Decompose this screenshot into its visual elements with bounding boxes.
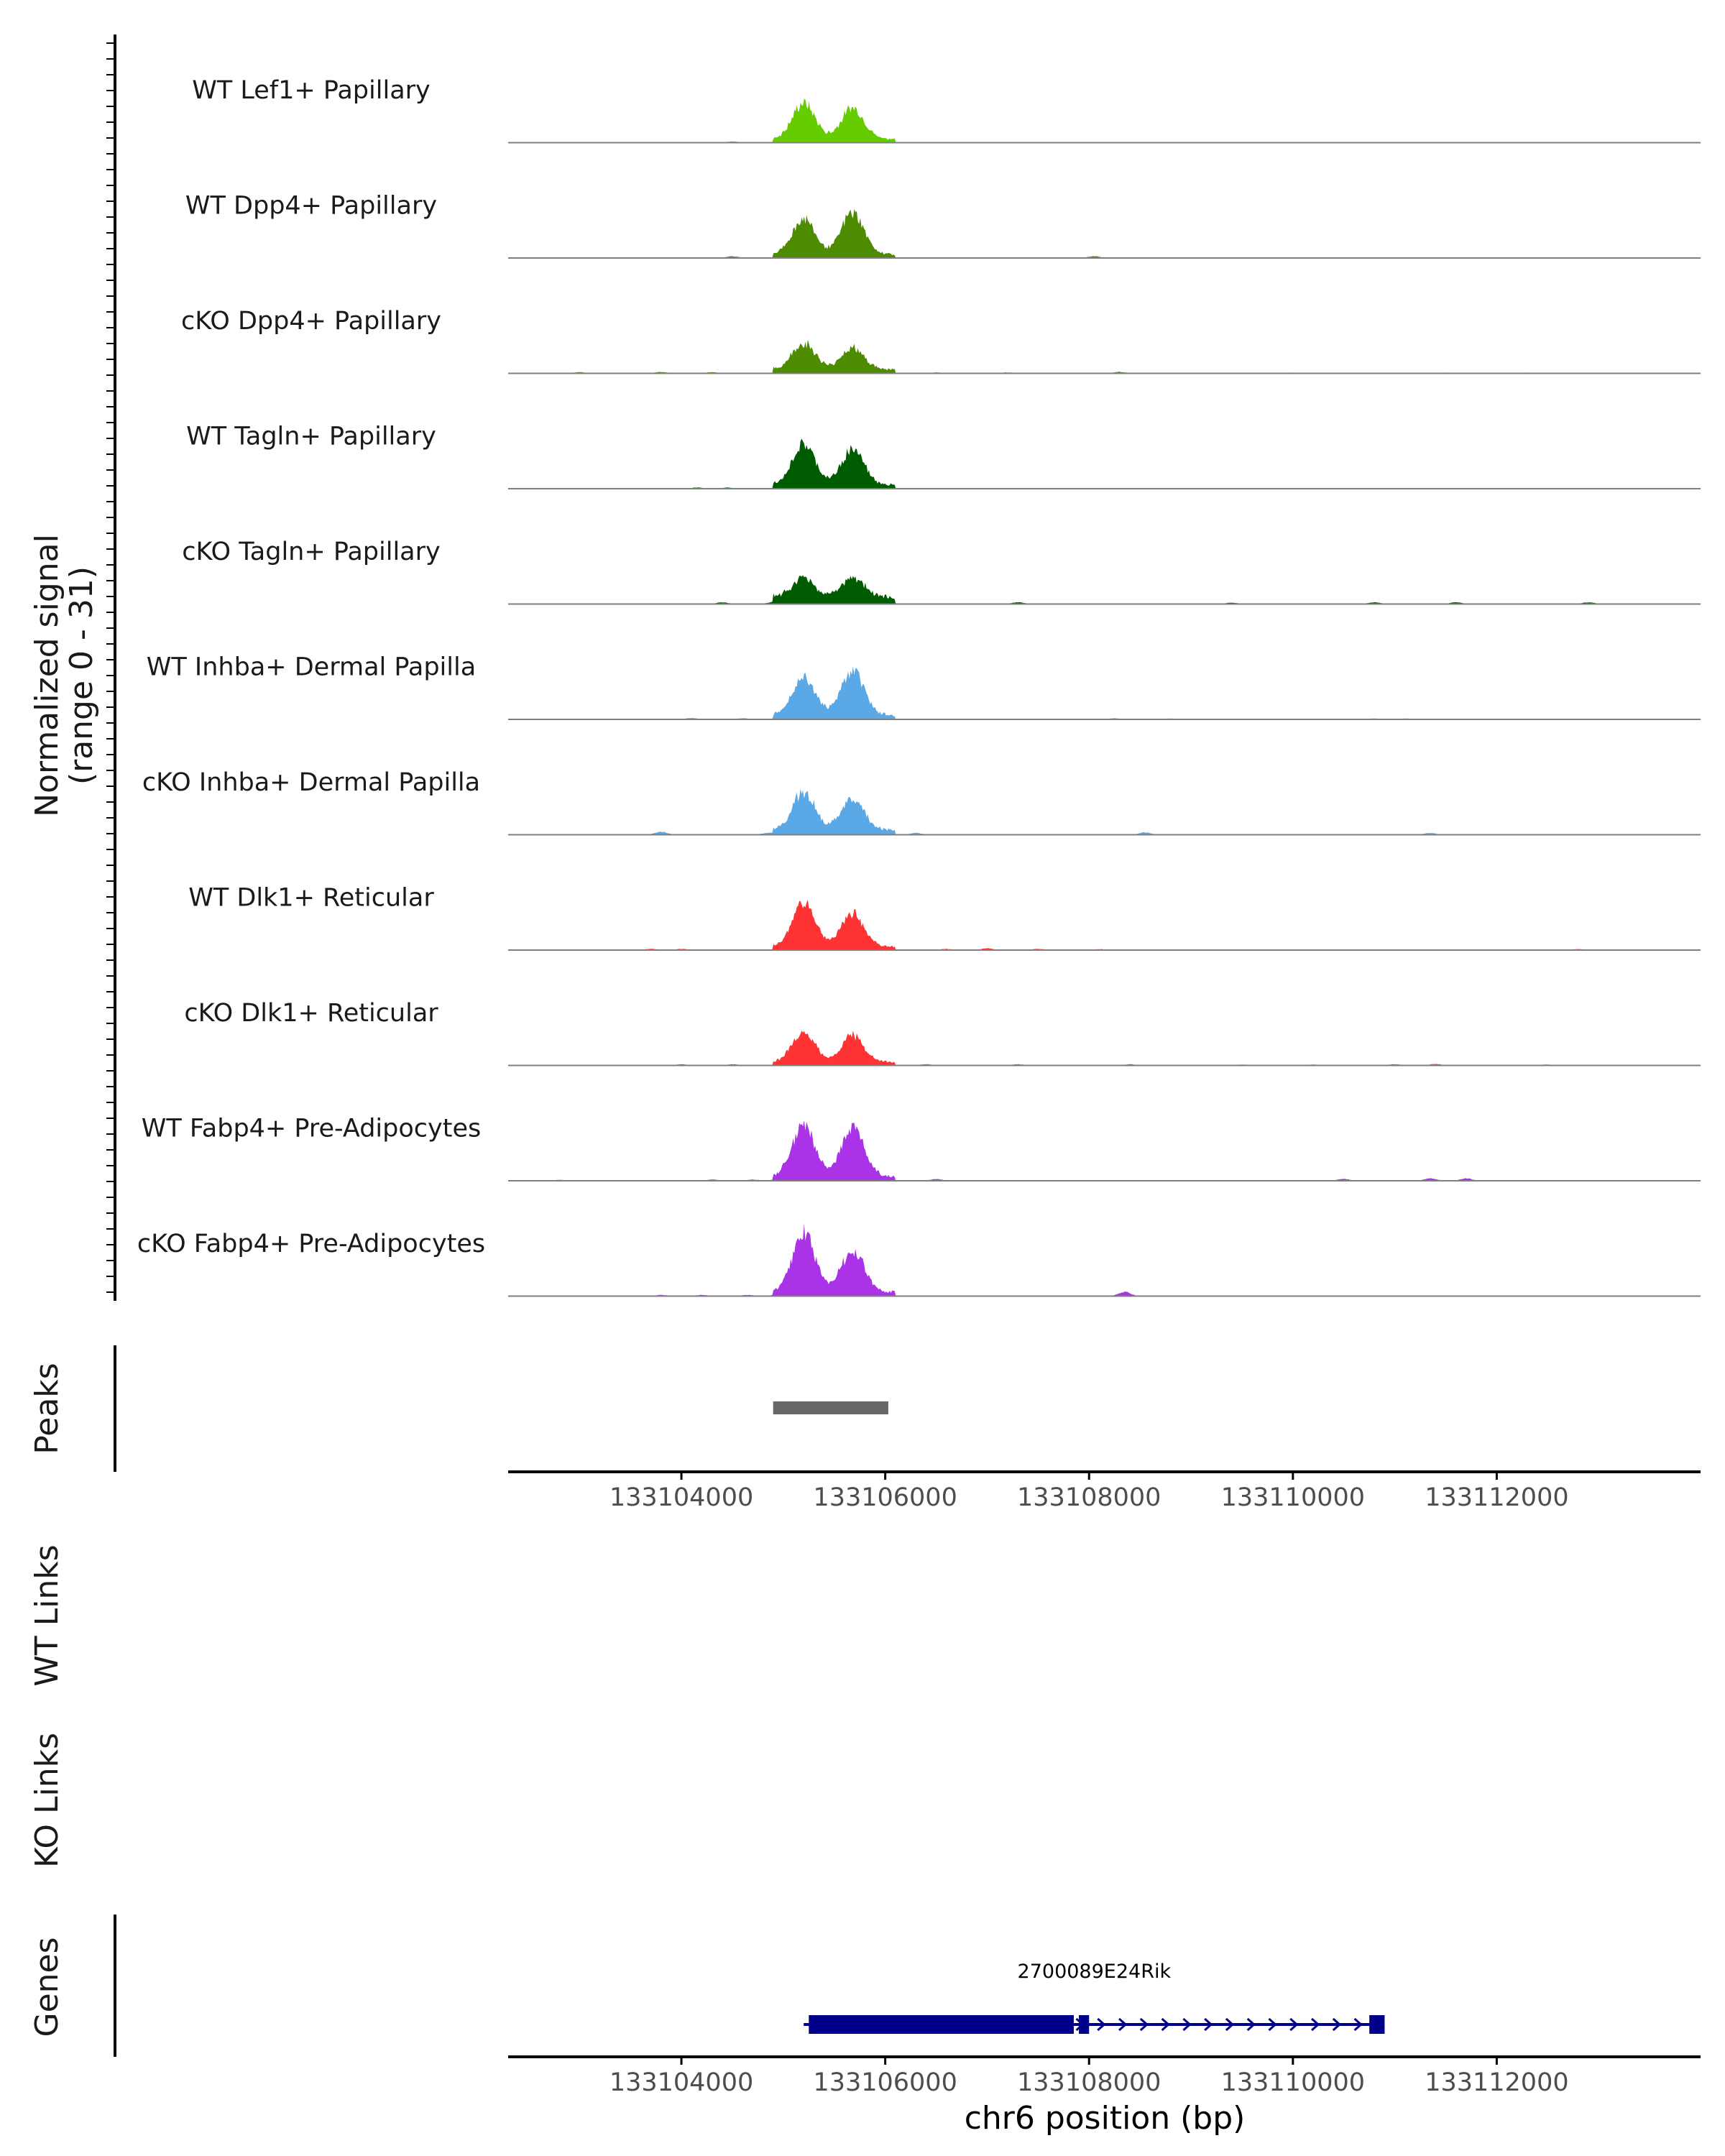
gene-exon [809, 2015, 1074, 2034]
track-label: WT Fabp4+ Pre-Adipocytes [142, 1115, 481, 1143]
wt-links-panel-label: WT Links [29, 1544, 65, 1686]
track-label: WT Lef1+ Papillary [192, 76, 431, 105]
coverage-area [508, 1031, 1701, 1066]
strand-arrow [1268, 2017, 1277, 2032]
coverage-area [508, 438, 1701, 489]
strand-arrow [1353, 2017, 1363, 2032]
strand-arrow [1246, 2017, 1256, 2032]
track-label: WT Inhba+ Dermal Papilla [147, 653, 476, 682]
x-tick-label: 133110000 [1221, 2068, 1365, 2097]
y-axis-range-label: (range 0 - 31) [63, 566, 100, 785]
coverage-area [508, 1120, 1701, 1181]
x-axis-ticks-peaks: 133104000 133106000 133108000 133110000 1331… [610, 1472, 1569, 1512]
strand-arrow [1097, 2017, 1106, 2032]
track-label: WT Dpp4+ Papillary [185, 192, 437, 221]
gene-exon [1079, 2015, 1090, 2034]
x-tick-label: 133108000 [1017, 1483, 1161, 1512]
track-label: cKO Fabp4+ Pre-Adipocytes [137, 1230, 485, 1258]
strand-arrow [1289, 2017, 1299, 2032]
coverage-tracks: WT Lef1+ Papillary WT Dpp4+ Papillary cKO … [137, 76, 1701, 1297]
coverage-area [508, 788, 1701, 835]
track-label: cKO Dpp4+ Papillary [181, 307, 441, 336]
x-axis-label: chr6 position (bp) [965, 2100, 1246, 2137]
strand-arrow [1204, 2017, 1213, 2032]
peak-bar [773, 1401, 888, 1414]
track-label: WT Tagln+ Papillary [186, 423, 436, 451]
x-tick-label: 133104000 [610, 1483, 753, 1512]
coverage-area [508, 665, 1701, 719]
peak-regions [773, 1401, 888, 1414]
coverage-area [508, 900, 1701, 950]
coverage-area [508, 1223, 1701, 1296]
x-axis-ticks-genes: 133104000 133106000 133108000 133110000 1331… [610, 2057, 1569, 2097]
ko-links-panel-label: KO Links [29, 1733, 65, 1868]
coverage-area [508, 208, 1701, 258]
strand-arrow [1161, 2017, 1170, 2032]
x-tick-label: 133110000 [1221, 1483, 1365, 1512]
coverage-area [508, 98, 1701, 143]
strand-arrow [1311, 2017, 1320, 2032]
y-axis-label: Normalized signal [29, 534, 65, 817]
strand-arrow [1139, 2017, 1149, 2032]
strand-arrow [1182, 2017, 1192, 2032]
strand-arrow [1225, 2017, 1235, 2032]
x-tick-label: 133108000 [1017, 2068, 1161, 2097]
track-label: WT Dlk1+ Reticular [188, 884, 434, 913]
peaks-panel-label: Peaks [29, 1363, 65, 1454]
strand-arrow [1118, 2017, 1128, 2032]
coverage-y-ticks [106, 42, 115, 1293]
gene-models: 2700089E24Rik [804, 1961, 1385, 2034]
x-tick-label: 133106000 [813, 1483, 957, 1512]
x-tick-label: 133104000 [610, 2068, 753, 2097]
genes-panel-label: Genes [29, 1937, 65, 2037]
coverage-area [508, 339, 1701, 374]
strand-arrow [1332, 2017, 1342, 2032]
gene-label: 2700089E24Rik [1018, 1961, 1172, 1983]
track-label: cKO Tagln+ Papillary [182, 538, 441, 566]
track-label: cKO Inhba+ Dermal Papilla [142, 768, 480, 797]
x-tick-label: 133106000 [813, 2068, 957, 2097]
track-label: cKO Dlk1+ Reticular [184, 999, 438, 1028]
x-tick-label: 133112000 [1425, 1483, 1568, 1512]
x-tick-label: 133112000 [1425, 2068, 1568, 2097]
gene-exon [1369, 2015, 1385, 2034]
coverage-area [508, 575, 1701, 604]
